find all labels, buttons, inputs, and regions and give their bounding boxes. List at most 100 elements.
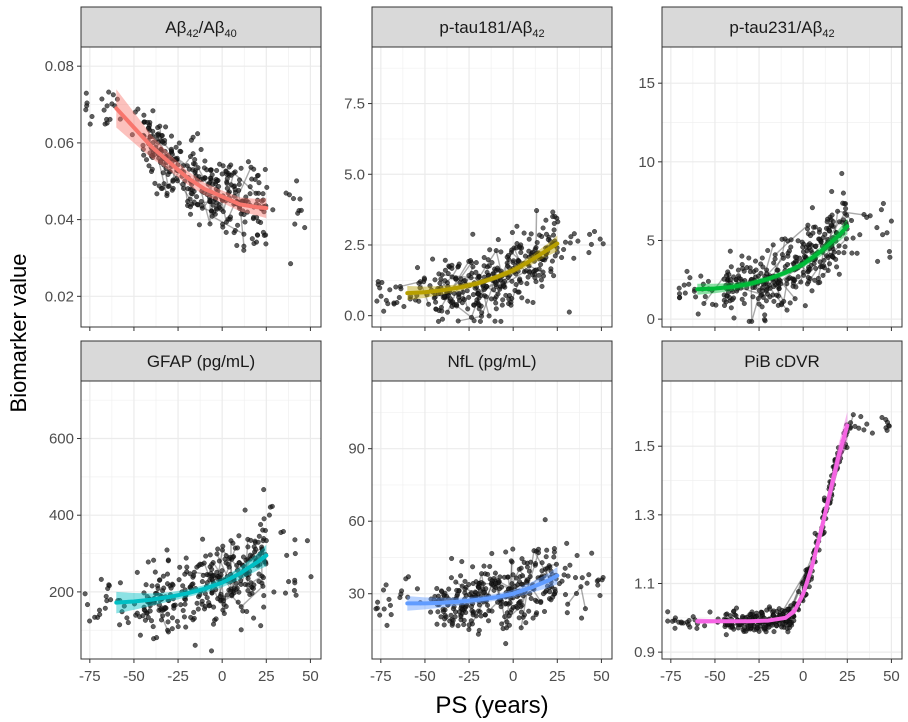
data-point — [258, 623, 264, 629]
data-point — [492, 570, 498, 576]
data-point — [779, 607, 785, 613]
data-point — [234, 242, 240, 249]
data-point — [475, 291, 482, 297]
data-point — [196, 222, 202, 228]
data-point — [665, 618, 671, 624]
data-point — [477, 318, 483, 324]
data-point — [746, 255, 752, 261]
data-point — [843, 236, 849, 242]
data-point — [788, 237, 794, 243]
data-point — [160, 170, 166, 176]
data-point — [375, 599, 381, 605]
data-point — [260, 583, 266, 589]
x-tick-label: 50 — [883, 668, 900, 685]
data-point — [149, 583, 155, 589]
data-point — [169, 187, 175, 193]
data-point — [702, 623, 708, 629]
data-point — [721, 302, 728, 309]
data-point — [491, 287, 497, 293]
data-point — [236, 533, 242, 539]
data-point — [744, 265, 750, 271]
data-point — [159, 139, 166, 145]
data-point — [562, 239, 569, 245]
y-tick-label: 5.0 — [344, 166, 365, 183]
data-point — [441, 592, 447, 598]
data-point — [778, 281, 784, 287]
data-point — [551, 549, 557, 555]
data-point — [463, 609, 469, 616]
data-point — [536, 272, 542, 278]
data-point — [210, 181, 216, 187]
data-point — [175, 624, 181, 630]
data-point — [145, 614, 151, 620]
data-point — [551, 220, 557, 227]
data-point — [461, 617, 467, 623]
data-point — [214, 206, 220, 212]
data-point — [154, 590, 160, 596]
data-point — [786, 248, 792, 254]
data-point — [103, 593, 109, 599]
data-point — [242, 507, 248, 513]
data-point — [240, 208, 246, 214]
x-tick-label: 0 — [799, 668, 807, 685]
data-point — [540, 225, 546, 231]
data-point — [388, 612, 394, 618]
y-axis-title: Biomarker value — [6, 254, 31, 413]
data-point — [444, 309, 451, 315]
data-point — [97, 611, 103, 618]
data-point — [141, 152, 147, 158]
data-point — [802, 303, 808, 309]
data-point — [483, 586, 489, 592]
data-point — [519, 295, 525, 301]
data-point — [757, 623, 763, 629]
data-point — [551, 554, 557, 560]
data-point — [504, 254, 510, 260]
data-point — [192, 642, 198, 648]
data-point — [721, 276, 727, 282]
data-point — [825, 267, 831, 274]
data-point — [458, 603, 465, 609]
data-point — [386, 596, 392, 602]
data-point — [145, 125, 151, 132]
data-point — [526, 236, 532, 242]
y-tick-label: 0.02 — [45, 288, 74, 305]
data-point — [485, 618, 492, 624]
data-point — [403, 576, 409, 582]
data-point — [280, 528, 286, 535]
data-point — [733, 277, 739, 283]
data-point — [516, 600, 522, 606]
y-tick-label: 200 — [49, 584, 74, 601]
data-point — [134, 610, 140, 616]
data-point — [207, 552, 213, 558]
ci-ribbon-nfl — [407, 566, 558, 611]
data-point — [686, 281, 692, 287]
data-point — [99, 96, 105, 102]
data-point — [146, 163, 152, 169]
data-point — [248, 537, 254, 543]
data-point — [543, 217, 549, 223]
data-point — [387, 602, 393, 608]
data-point — [455, 623, 461, 629]
data-point — [597, 592, 603, 599]
data-point — [177, 148, 183, 154]
y-tick-label: 0.08 — [45, 58, 74, 75]
data-point — [884, 230, 890, 236]
data-point — [428, 609, 434, 615]
data-point — [292, 221, 298, 227]
data-point — [160, 573, 166, 579]
data-point — [456, 294, 462, 300]
data-point — [825, 254, 831, 261]
strip-title-gfap: GFAP (pg/mL) — [147, 352, 255, 371]
data-point — [380, 587, 387, 593]
data-point — [164, 571, 171, 577]
data-point — [150, 108, 156, 114]
data-point — [201, 606, 208, 612]
data-point — [163, 165, 169, 172]
data-point — [434, 585, 440, 592]
data-point — [188, 190, 194, 197]
data-point — [473, 260, 479, 266]
data-point — [535, 546, 542, 552]
data-point — [795, 274, 801, 280]
data-point — [850, 235, 856, 241]
data-point — [470, 580, 476, 587]
